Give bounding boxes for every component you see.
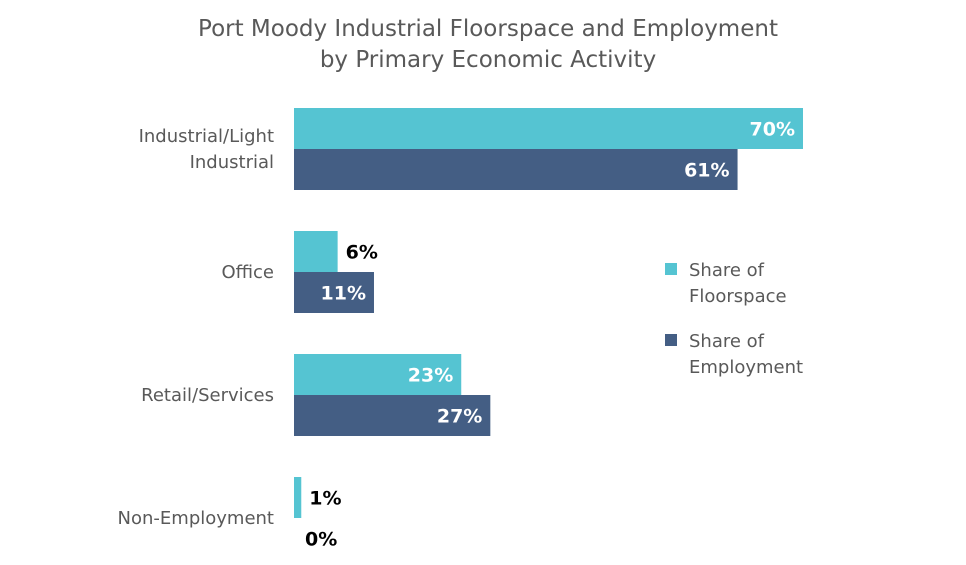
category-label: Non-Employment xyxy=(118,508,274,529)
legend-item-floorspace: Share of Floorspace xyxy=(665,258,835,307)
bar-floorspace xyxy=(294,477,302,518)
data-label: 70% xyxy=(750,119,795,141)
data-label: 23% xyxy=(408,365,453,387)
bar-employment xyxy=(294,395,491,436)
data-label: 6% xyxy=(346,242,378,264)
bar-floorspace xyxy=(294,231,338,272)
category-label: Retail/Services xyxy=(141,385,274,406)
chart-title-line-1: Port Moody Industrial Floorspace and Emp… xyxy=(198,16,778,42)
legend-label-employment-line-1: Share of xyxy=(689,331,765,352)
bar-employment xyxy=(294,272,374,313)
data-label: 0% xyxy=(305,529,337,551)
chart-title-line-2: by Primary Economic Activity xyxy=(319,47,657,73)
legend-item-employment: Share of Employment xyxy=(665,329,835,378)
data-label: 27% xyxy=(437,406,482,428)
chart-title: Port Moody Industrial Floorspace and Emp… xyxy=(150,14,826,76)
legend-label-employment-line-2: Employment xyxy=(689,357,804,378)
legend-swatch-employment xyxy=(665,334,677,346)
legend-swatch-floorspace xyxy=(665,263,677,275)
data-label: 1% xyxy=(309,488,341,510)
category-label: Office xyxy=(221,262,274,283)
category-label: Industrial/Light xyxy=(139,126,274,147)
data-label: 61% xyxy=(684,160,729,182)
bar-floorspace xyxy=(294,108,803,149)
legend-label-floorspace-line-1: Share of xyxy=(689,260,765,281)
data-label: 11% xyxy=(321,283,366,305)
category-label: Industrial xyxy=(190,152,274,173)
bar-employment xyxy=(294,149,738,190)
legend-label-floorspace-line-2: Floorspace xyxy=(689,286,787,307)
bar-floorspace xyxy=(294,354,462,395)
